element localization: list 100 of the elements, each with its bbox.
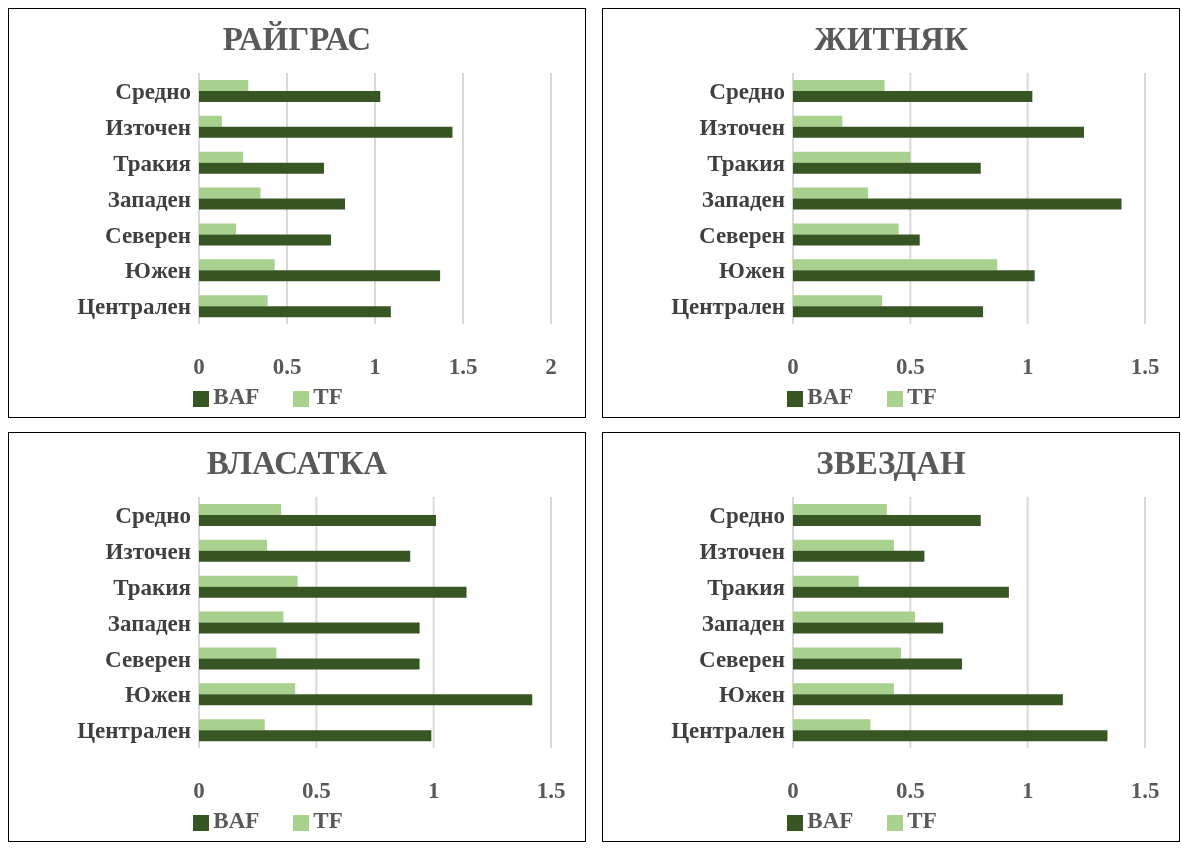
x-tick-label: 0.5 — [301, 778, 331, 804]
bar — [199, 306, 391, 318]
x-tick-label: 1 — [369, 354, 381, 380]
x-tick-label: 0.5 — [272, 354, 302, 380]
x-tick-label: 0.5 — [895, 778, 925, 804]
y-tick-label: Тракия — [113, 574, 191, 600]
bar — [199, 187, 261, 199]
y-tick-label: Северен — [105, 222, 191, 248]
y-tick-label: Източен — [699, 538, 785, 564]
y-tick-label: Тракия — [113, 150, 191, 176]
legend-label: BAF — [807, 808, 854, 833]
x-tick-label: 0 — [787, 354, 799, 380]
bar — [793, 550, 925, 562]
y-tick-label: Източен — [105, 538, 191, 564]
y-tick-label: Средно — [709, 503, 785, 529]
x-tick-label: 1 — [1021, 778, 1034, 804]
y-tick-label: Западен — [701, 610, 785, 636]
bar — [793, 151, 911, 163]
y-tick-label: Тракия — [707, 574, 785, 600]
bar — [793, 611, 916, 623]
y-tick-label: Централен — [671, 294, 785, 320]
y-tick-label: Източен — [105, 114, 191, 140]
x-tick-label: 0 — [193, 354, 205, 380]
y-tick-label: Южен — [124, 682, 191, 708]
bar — [199, 515, 437, 526]
bar — [793, 198, 1122, 210]
legend-label: TF — [313, 808, 343, 833]
bar — [793, 115, 843, 127]
x-tick-label: 2 — [545, 354, 557, 380]
chart-title: ЗВЕЗДАН — [815, 445, 967, 483]
y-tick-label: Западен — [107, 610, 191, 636]
bar — [199, 223, 236, 235]
y-tick-label: Централен — [77, 294, 191, 320]
y-tick-label: Централен — [671, 718, 785, 744]
bar — [793, 719, 871, 731]
bar — [199, 586, 467, 598]
bar — [199, 151, 243, 163]
bar — [199, 575, 298, 587]
y-tick-label: Южен — [124, 258, 191, 284]
bar — [199, 719, 265, 731]
x-tick-label: 1.5 — [1130, 354, 1160, 380]
bar — [199, 126, 453, 138]
bar — [199, 80, 249, 91]
y-tick-label: Източен — [699, 114, 785, 140]
bar — [793, 504, 887, 515]
y-tick-label: Средно — [115, 79, 191, 105]
bar — [793, 622, 944, 634]
bar — [793, 730, 1108, 742]
y-tick-label: Северен — [699, 646, 785, 672]
y-tick-label: Южен — [718, 682, 785, 708]
legend-label: TF — [907, 808, 937, 833]
bar — [199, 115, 222, 127]
bar — [793, 658, 962, 670]
bar — [199, 295, 268, 307]
bar — [199, 234, 331, 246]
bar — [199, 730, 432, 742]
y-tick-label: Западен — [701, 186, 785, 212]
bar — [199, 550, 411, 562]
y-tick-label: Централен — [77, 718, 191, 744]
legend-label: BAF — [807, 384, 854, 409]
bar — [793, 91, 1033, 102]
bar — [793, 295, 883, 307]
bar — [199, 270, 441, 282]
y-tick-label: Средно — [709, 79, 785, 105]
chart-title: ВЛАСАТКА — [205, 445, 389, 483]
bar — [793, 259, 998, 271]
legend-label: BAF — [213, 384, 260, 409]
bar — [199, 694, 533, 706]
bar — [199, 611, 284, 623]
bar — [793, 187, 869, 199]
x-tick-label: 1.5 — [536, 778, 566, 804]
x-tick-label: 1.5 — [448, 354, 478, 380]
bar — [199, 91, 381, 102]
bar — [793, 234, 920, 246]
x-tick-label: 1 — [1021, 354, 1034, 380]
x-tick-label: 0 — [193, 778, 205, 804]
legend-label: TF — [313, 384, 343, 409]
x-tick-label: 0 — [787, 778, 799, 804]
x-tick-label: 0.5 — [895, 354, 925, 380]
bar — [793, 126, 1084, 138]
chart-title: РАЙГРАС — [221, 21, 373, 59]
bar — [793, 223, 899, 235]
bar — [793, 647, 901, 659]
x-tick-label: 1.5 — [1130, 778, 1160, 804]
y-tick-label: Северен — [105, 646, 191, 672]
bar — [199, 504, 282, 515]
bar — [793, 515, 981, 526]
x-tick-label: 1 — [427, 778, 440, 804]
bar — [793, 683, 894, 695]
legend-label: BAF — [213, 808, 260, 833]
bar — [199, 683, 296, 695]
y-tick-label: Северен — [699, 222, 785, 248]
bar — [199, 259, 275, 271]
y-tick-label: Средно — [115, 503, 191, 529]
chart-title: ЖИТНЯК — [813, 21, 969, 59]
y-tick-label: Западен — [107, 186, 191, 212]
bar — [793, 270, 1035, 282]
bar — [199, 539, 268, 551]
bar — [199, 162, 324, 174]
bar — [793, 539, 894, 551]
